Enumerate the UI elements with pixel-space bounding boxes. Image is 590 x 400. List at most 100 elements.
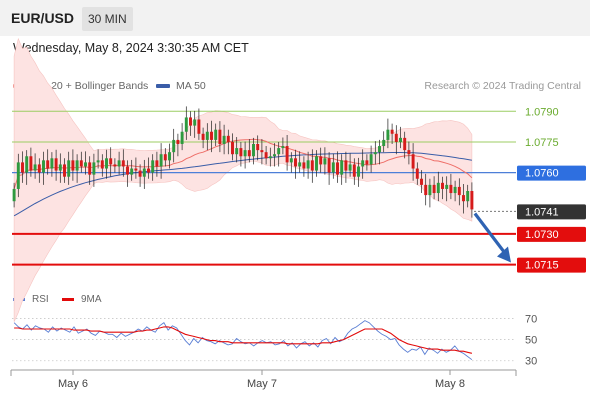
source-credit: Research © 2024 Trading Central xyxy=(424,80,581,92)
level-tag-support xyxy=(517,226,586,242)
candle-body xyxy=(37,164,41,173)
candle-body xyxy=(88,162,92,175)
candle-body xyxy=(424,184,428,196)
rsi-ma-line xyxy=(14,326,473,354)
ma50-label: MA 50 xyxy=(176,80,206,92)
candle-body xyxy=(105,158,108,169)
candle-body xyxy=(453,186,457,194)
candle-body xyxy=(172,139,176,153)
rsi-label: RSI xyxy=(32,294,49,305)
candle-body xyxy=(441,182,444,189)
forecast-arrow-shaft xyxy=(473,212,508,256)
candle-body xyxy=(71,160,75,171)
candle-body xyxy=(79,160,83,167)
level-label-pivot: 1.0760 xyxy=(525,168,559,180)
candle-body xyxy=(289,158,293,163)
rsi-tick-label: 70 xyxy=(525,313,537,325)
candle-body xyxy=(260,150,264,153)
candle-body xyxy=(340,160,344,175)
candle-body xyxy=(159,154,163,167)
candle-body xyxy=(142,168,146,177)
candle-body xyxy=(243,150,247,157)
candle-body xyxy=(298,162,302,167)
rsi-tick-label: 50 xyxy=(525,335,537,347)
candle-body xyxy=(319,156,323,165)
candle-body xyxy=(100,160,104,169)
candle-body xyxy=(222,135,226,144)
candle-body xyxy=(42,160,45,173)
legend-rsi-ma: 9MA xyxy=(62,294,102,305)
x-tick-label: May 7 xyxy=(247,378,277,390)
rsi-tick-label: 30 xyxy=(525,356,537,368)
candle-body xyxy=(281,146,285,149)
bollinger-band xyxy=(13,37,473,322)
ma20-label: MA 20 + Bollinger Bands xyxy=(33,80,149,92)
candle-body xyxy=(134,168,138,171)
candle-body xyxy=(352,164,356,177)
candle-body xyxy=(96,160,100,163)
candle-body xyxy=(256,144,260,151)
candle-body xyxy=(247,150,251,157)
candle-body xyxy=(197,119,201,134)
rsi-line xyxy=(13,320,473,361)
candle-body xyxy=(176,139,180,144)
candle-body xyxy=(394,133,398,142)
level-label-resistance: 1.0775 xyxy=(525,137,559,149)
candle-body xyxy=(277,148,281,155)
candle-body xyxy=(470,191,474,210)
x-tick-label: May 8 xyxy=(435,378,465,390)
candle-body xyxy=(147,168,150,173)
candle-body xyxy=(231,141,234,155)
candle-body xyxy=(403,137,407,151)
level-label-support: 1.0715 xyxy=(525,260,559,272)
candle-body xyxy=(411,154,415,169)
level-label-support: 1.0730 xyxy=(525,229,559,241)
ma50-swatch xyxy=(156,84,170,88)
candle-body xyxy=(273,154,276,157)
candle-body xyxy=(323,158,327,165)
timestamp: Wednesday, May 8, 2024 3:30:35 AM CET xyxy=(13,41,249,55)
legend-ma50: MA 50 xyxy=(156,80,206,92)
candle-body xyxy=(344,160,348,171)
candle-body xyxy=(373,152,377,155)
candle-body xyxy=(348,164,352,171)
candle-body xyxy=(226,135,230,142)
candle-body xyxy=(382,139,386,147)
ma50-line xyxy=(13,152,472,217)
candle-body xyxy=(415,168,419,179)
candle-body xyxy=(214,129,218,140)
candle-body xyxy=(449,184,453,194)
candle-body xyxy=(163,154,167,161)
x-tick-label: May 6 xyxy=(58,378,88,390)
candle-body xyxy=(54,158,58,171)
candle-body xyxy=(310,160,314,171)
candle-body xyxy=(252,144,255,157)
symbol-label: EUR/USD xyxy=(11,10,75,26)
candle-body xyxy=(378,146,381,153)
candle-body xyxy=(113,164,117,167)
candle-body xyxy=(239,148,243,157)
timeframe-button[interactable]: 30 MIN xyxy=(82,7,133,31)
candle-body xyxy=(428,184,432,196)
candle-body xyxy=(357,166,360,177)
candle-body xyxy=(365,160,369,165)
candle-body xyxy=(306,160,310,169)
candle-body xyxy=(29,156,33,171)
forecast-arrow-head xyxy=(497,246,511,263)
candle-body xyxy=(201,133,205,140)
candle-body xyxy=(92,162,96,175)
candle-body xyxy=(386,129,390,140)
candle-body xyxy=(420,178,423,185)
candle-body xyxy=(189,117,192,126)
candle-body xyxy=(180,131,184,144)
candle-body xyxy=(58,164,62,171)
candle-body xyxy=(466,191,470,202)
candle-body xyxy=(205,131,209,140)
candle-body xyxy=(432,184,436,194)
candle-body xyxy=(151,160,155,173)
candle-body xyxy=(264,152,268,159)
candle-body xyxy=(399,137,402,142)
candle-body xyxy=(63,164,66,177)
level-tag-support xyxy=(517,257,586,273)
